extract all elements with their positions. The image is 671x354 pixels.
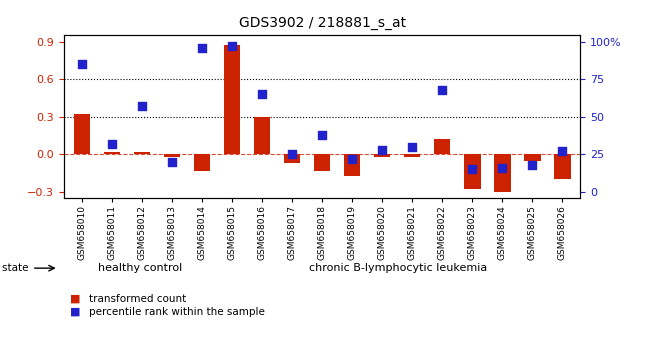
Point	[287, 152, 297, 157]
Point	[136, 103, 147, 109]
Bar	[554, 154, 570, 179]
Bar	[164, 154, 180, 157]
Point	[467, 167, 478, 172]
Point	[497, 165, 508, 171]
Text: ■: ■	[70, 294, 81, 304]
Point	[317, 132, 327, 138]
Text: ■: ■	[70, 307, 81, 316]
Text: disease state: disease state	[0, 263, 29, 273]
Bar	[74, 114, 90, 154]
Point	[107, 141, 117, 147]
Text: percentile rank within the sample: percentile rank within the sample	[89, 307, 265, 316]
Text: healthy control: healthy control	[97, 263, 182, 273]
Point	[76, 61, 87, 67]
Bar	[254, 117, 270, 154]
Bar	[223, 45, 240, 154]
Point	[377, 147, 388, 153]
Bar	[494, 154, 511, 192]
Point	[227, 43, 238, 49]
Bar	[103, 152, 120, 154]
Point	[347, 156, 358, 162]
Text: chronic B-lymphocytic leukemia: chronic B-lymphocytic leukemia	[309, 263, 487, 273]
Bar	[314, 154, 330, 171]
Bar	[134, 152, 150, 154]
Bar	[434, 139, 450, 154]
Point	[166, 159, 177, 165]
Bar	[404, 154, 421, 157]
Point	[197, 45, 207, 51]
Point	[557, 149, 568, 154]
Point	[437, 87, 448, 93]
Bar	[194, 154, 210, 171]
Text: transformed count: transformed count	[89, 294, 187, 304]
Point	[527, 162, 537, 168]
Text: GDS3902 / 218881_s_at: GDS3902 / 218881_s_at	[238, 16, 406, 30]
Bar	[464, 154, 480, 189]
Bar	[374, 154, 391, 157]
Point	[256, 91, 267, 97]
Bar	[344, 154, 360, 176]
Bar	[524, 154, 541, 161]
Bar	[284, 154, 301, 163]
Point	[407, 144, 417, 150]
